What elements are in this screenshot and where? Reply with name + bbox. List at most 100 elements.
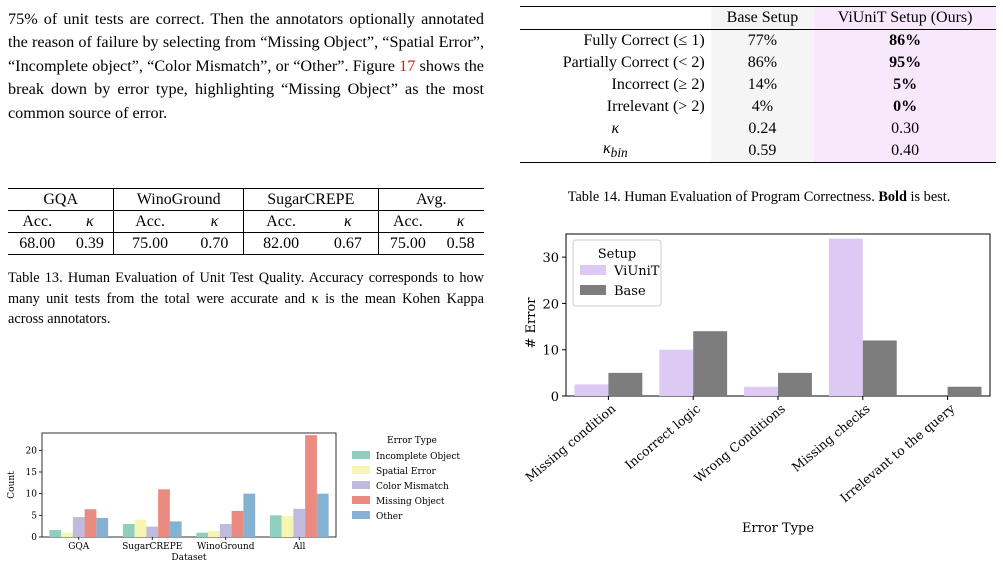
chart1-frame bbox=[41, 432, 337, 538]
chart1-bar bbox=[293, 508, 306, 537]
t13-kappa-header: κ bbox=[437, 210, 484, 233]
chart1-bar bbox=[219, 524, 232, 537]
chart1-legend-title: Error Type bbox=[387, 436, 437, 446]
t14-cell-ours: 0% bbox=[814, 96, 996, 118]
chart2-xtick-label: Missing checks bbox=[789, 401, 873, 475]
chart1-bar bbox=[122, 524, 135, 537]
chart1-legend-label: Incomplete Object bbox=[376, 452, 460, 462]
chart1-legend-label: Color Mismatch bbox=[376, 482, 449, 492]
table-14-caption: Table 14. Human Evaluation of Program Co… bbox=[520, 187, 998, 208]
t14-header-ours: ViUniT Setup (Ours) bbox=[814, 6, 996, 30]
chart2-ytick-label: 10 bbox=[542, 344, 559, 359]
paragraph-text-end: shows the break down by error type, high… bbox=[8, 56, 484, 122]
t13-cell: 0.67 bbox=[318, 232, 379, 255]
error-type-by-dataset-chart: 0 5 10 15 20 GQA SugarCREPE WinoGround All Datase… bbox=[7, 432, 460, 563]
table-13-caption: Table 13. Human Evaluation of Unit Test … bbox=[8, 270, 484, 327]
t13-group-gqa: GQA bbox=[8, 188, 115, 211]
chart2-bar bbox=[574, 384, 609, 396]
t13-cell: 0.70 bbox=[185, 232, 245, 255]
t14-row-label: Irrelevant (> 2) bbox=[606, 98, 705, 115]
chart1-bar bbox=[84, 509, 97, 537]
kappa-symbol: κ bbox=[602, 140, 611, 158]
t14-cell-base: 77% bbox=[710, 29, 815, 52]
chart1-bar bbox=[96, 517, 109, 537]
chart1-bar bbox=[316, 493, 329, 537]
chart2-xtick-label: Wrong Conditions bbox=[691, 401, 788, 486]
chart1-bar bbox=[61, 532, 73, 537]
t14-row-label-kappa: κ bbox=[611, 120, 620, 137]
t14-row-label: Incorrect (≥ 2) bbox=[611, 76, 705, 93]
t13-acc-header: Acc. bbox=[378, 210, 438, 233]
t14-row-label: Fully Correct (≤ 1) bbox=[583, 32, 705, 49]
chart2-legend-label: Base bbox=[614, 284, 646, 299]
t13-cell: 82.00 bbox=[243, 232, 319, 255]
chart1-ytick-label: 15 bbox=[26, 468, 38, 478]
chart1-xtick-label: WinoGround bbox=[197, 542, 255, 552]
chart2-bar bbox=[693, 331, 728, 396]
chart1-bar bbox=[169, 521, 182, 537]
chart2-bar bbox=[947, 386, 982, 396]
chart1-legend-swatch bbox=[352, 466, 370, 474]
chart2-legend-swatch bbox=[580, 265, 606, 275]
t14-cell-base: 0.59 bbox=[710, 140, 815, 163]
chart1-ytick-label: 20 bbox=[26, 446, 38, 456]
chart2-bar bbox=[744, 386, 778, 396]
chart1-bar bbox=[158, 489, 170, 537]
t14-row-label-kappa-bin: κbin bbox=[520, 140, 711, 163]
chart2-bar bbox=[778, 372, 812, 396]
t14-cell-base: 0.24 bbox=[710, 118, 815, 140]
t14-header-base: Base Setup bbox=[710, 6, 815, 30]
chart2-xtick-label: Incorrect logic bbox=[622, 401, 703, 473]
paragraph-text: 75% of unit tests are correct. Then the … bbox=[8, 10, 484, 75]
program-error-chart: 0 10 20 30 Missing condition Incorrect logicW… bbox=[522, 233, 991, 536]
kappa-subscript: bin bbox=[610, 145, 628, 161]
t13-group-sugarcrepe: SugarCREPE bbox=[243, 188, 379, 211]
chart2-xlabel: Error Type bbox=[742, 521, 814, 536]
chart1-bar bbox=[134, 519, 147, 537]
caption-text: Table 14. Human Evaluation of Program Co… bbox=[567, 189, 879, 205]
figure-ref-link[interactable]: 17 bbox=[399, 56, 416, 75]
chart1-xtick-label: SugarCREPE bbox=[122, 542, 182, 552]
chart2-legend-label: ViUniT bbox=[613, 264, 660, 279]
chart1-ytick-label: 5 bbox=[31, 511, 37, 521]
chart2-bar bbox=[659, 349, 694, 396]
chart2-bar bbox=[862, 340, 897, 396]
chart1-bar bbox=[146, 526, 159, 537]
chart1-legend-label: Spatial Error bbox=[376, 467, 436, 477]
chart1-xlabel: Dataset bbox=[171, 553, 207, 563]
chart1-ytick-label: 0 bbox=[31, 533, 37, 543]
chart2-ylabel: # Error bbox=[524, 297, 539, 349]
t13-acc-header: Acc. bbox=[243, 210, 319, 233]
chart2-xtick-label: Missing condition bbox=[522, 401, 618, 485]
t14-cell-base: 14% bbox=[710, 74, 815, 96]
chart2-bar bbox=[608, 372, 643, 396]
chart1-bar bbox=[231, 511, 244, 537]
chart1-bar bbox=[208, 530, 220, 537]
t14-header-empty bbox=[520, 6, 711, 30]
chart1-ytick-label: 10 bbox=[26, 490, 38, 500]
caption-bold: Bold bbox=[878, 189, 907, 205]
chart1-xtick-label: All bbox=[292, 542, 305, 552]
chart1-bar bbox=[72, 517, 85, 537]
t13-kappa-header: κ bbox=[66, 210, 115, 233]
caption-text-end: is best. bbox=[906, 189, 951, 205]
t14-cell-base: 86% bbox=[710, 52, 815, 74]
chart2-ytick-label: 30 bbox=[542, 251, 559, 266]
t13-cell: 75.00 bbox=[378, 232, 438, 255]
t13-cell: 0.39 bbox=[66, 232, 115, 255]
chart2-legend-swatch bbox=[580, 285, 606, 295]
t14-cell-ours: 0.40 bbox=[814, 140, 996, 163]
t13-kappa-header: κ bbox=[318, 210, 379, 233]
chart1-legend-swatch bbox=[352, 511, 370, 519]
chart2-legend-title: Setup bbox=[598, 247, 637, 262]
chart1-bar bbox=[243, 493, 256, 537]
chart1-legend-swatch bbox=[352, 496, 370, 504]
t13-group-avg: Avg. bbox=[378, 188, 484, 211]
t13-group-winoground: WinoGround bbox=[113, 188, 245, 211]
t14-cell-base: 4% bbox=[710, 96, 815, 118]
body-paragraph: 75% of unit tests are correct. Then the … bbox=[8, 8, 484, 125]
chart1-bar bbox=[281, 516, 294, 537]
t14-cell-ours: 95% bbox=[814, 52, 996, 74]
chart1-bar bbox=[305, 435, 317, 537]
t13-cell: 0.58 bbox=[437, 232, 484, 255]
